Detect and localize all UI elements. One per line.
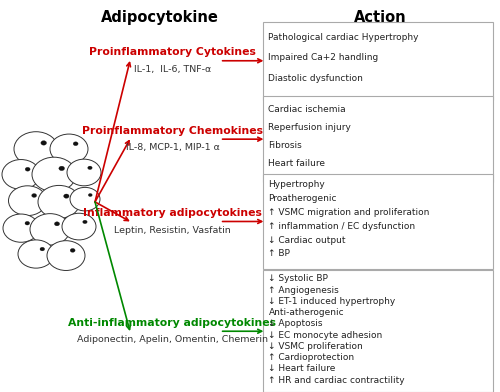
Circle shape [2,160,40,189]
Text: Inflammatory adipocytokines: Inflammatory adipocytokines [83,208,262,218]
Text: Leptin, Resistin, Vasfatin: Leptin, Resistin, Vasfatin [114,226,231,234]
Bar [262,174,492,269]
Text: ↑ VSMC migration and proliferation: ↑ VSMC migration and proliferation [268,208,430,217]
Circle shape [88,166,92,170]
Text: IL-8, MCP-1, MIP-1 α: IL-8, MCP-1, MIP-1 α [126,143,220,152]
Circle shape [70,187,100,211]
Text: Proinflammatory Chemokines: Proinflammatory Chemokines [82,125,263,136]
Text: Fibrosis: Fibrosis [268,141,302,150]
Circle shape [30,214,70,245]
Circle shape [3,214,39,242]
Circle shape [18,240,54,268]
Circle shape [50,134,88,164]
Circle shape [32,157,76,192]
Text: Proinflammatory Cytokines: Proinflammatory Cytokines [89,47,256,57]
Text: ↓ ET-1 induced hypertrophy: ↓ ET-1 induced hypertrophy [268,297,396,306]
Text: ↓ Heart failure: ↓ Heart failure [268,365,336,374]
Circle shape [54,222,60,226]
Text: ↑ Angiogenesis: ↑ Angiogenesis [268,286,339,295]
Text: Diastolic dysfunction: Diastolic dysfunction [268,74,364,83]
Text: Reperfusion injury: Reperfusion injury [268,123,351,132]
Text: ↓ Cardiac output: ↓ Cardiac output [268,236,346,245]
Text: ↑ Cardioprotection: ↑ Cardioprotection [268,353,354,362]
Circle shape [67,159,101,186]
Circle shape [32,194,36,198]
Text: ↑ inflammation / EC dysfunction: ↑ inflammation / EC dysfunction [268,222,416,231]
Circle shape [14,132,58,166]
Text: ↑ BP: ↑ BP [268,249,290,258]
Text: Adiponectin, Apelin, Omentin, Chemerin: Adiponectin, Apelin, Omentin, Chemerin [77,336,268,344]
Circle shape [47,241,85,270]
Text: IL-1,  IL-6, TNF-α: IL-1, IL-6, TNF-α [134,65,211,74]
Bar [262,22,492,100]
Text: Hypertrophy: Hypertrophy [268,180,325,189]
Text: ↓ EC monocyte adhesion: ↓ EC monocyte adhesion [268,331,383,340]
Bar [262,270,492,392]
Text: Proatherogenic: Proatherogenic [268,194,337,203]
Circle shape [88,194,92,196]
Text: Heart failure: Heart failure [268,159,326,168]
Text: Action: Action [354,10,406,25]
Text: Cardiac ischemia: Cardiac ischemia [268,105,346,114]
Circle shape [59,166,64,171]
Text: Impaired Ca+2 handling: Impaired Ca+2 handling [268,53,379,62]
Circle shape [25,221,29,225]
Text: Anti-atherogenic: Anti-atherogenic [268,308,344,317]
Circle shape [64,194,69,198]
Text: ↑ HR and cardiac contractility: ↑ HR and cardiac contractility [268,376,405,385]
Circle shape [38,185,80,218]
Circle shape [8,186,46,216]
Circle shape [73,142,78,146]
Text: ↓ VSMC proliferation: ↓ VSMC proliferation [268,342,363,351]
Bar [262,96,492,182]
Text: ↓ Apoptosis: ↓ Apoptosis [268,319,323,328]
Text: Adipocytokine: Adipocytokine [101,10,219,25]
Text: Pathological cardiac Hypertrophy: Pathological cardiac Hypertrophy [268,33,419,42]
Circle shape [62,213,96,240]
Circle shape [41,141,46,145]
Circle shape [70,249,75,252]
Text: Anti-inflammatory adipocytokines: Anti-inflammatory adipocytokines [68,318,276,328]
Circle shape [82,220,87,224]
Circle shape [40,247,44,251]
Text: ↓ Systolic BP: ↓ Systolic BP [268,274,328,283]
Circle shape [25,167,30,171]
